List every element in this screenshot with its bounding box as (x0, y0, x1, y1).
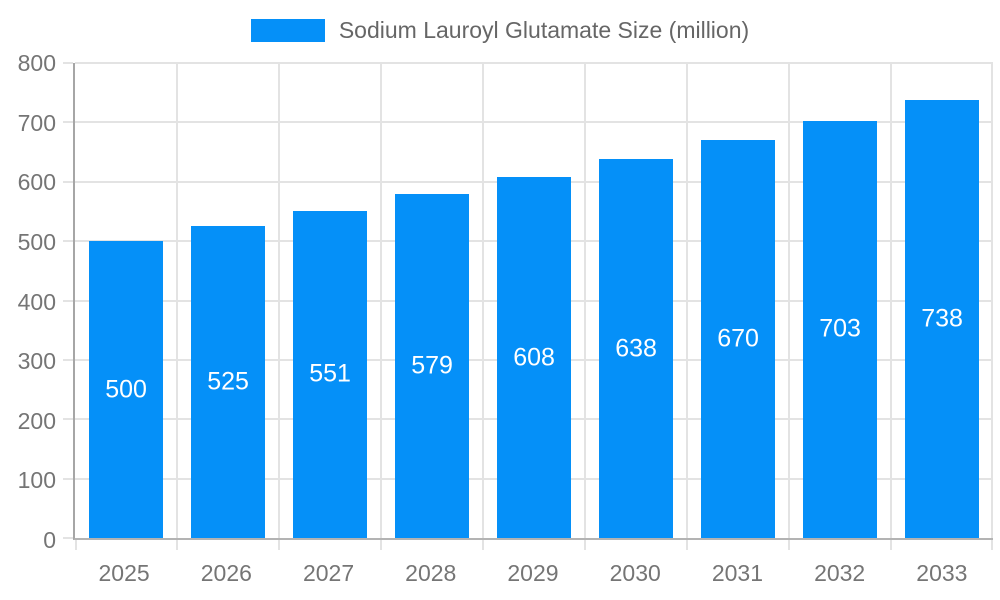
gridline-vertical (277, 63, 280, 538)
x-axis-tick (788, 540, 790, 550)
y-axis-label: 100 (17, 467, 56, 494)
gridline-vertical (685, 63, 688, 538)
y-axis-label: 600 (17, 169, 56, 196)
bar-value-label: 670 (717, 324, 759, 353)
x-axis-tick (481, 540, 484, 550)
bar[interactable]: 638 (599, 159, 673, 538)
x-axis-tick (685, 540, 688, 550)
x-axis-tick (584, 540, 586, 550)
x-axis-label: 2027 (302, 560, 355, 586)
x-axis-label: 2032 (814, 560, 866, 586)
y-axis-label: 0 (43, 527, 56, 553)
y-axis-label: 500 (17, 228, 56, 255)
y-axis-label: 800 (17, 50, 56, 76)
legend-item[interactable]: Sodium Lauroyl Glutamate Size (million) (0, 17, 1000, 44)
bar[interactable]: 738 (905, 99, 979, 538)
x-axis-label: 2026 (200, 560, 252, 586)
gridline-horizontal (75, 62, 993, 64)
bar-value-label: 551 (309, 359, 351, 388)
gridline-vertical (379, 63, 382, 538)
y-axis-tick (63, 299, 73, 302)
legend-swatch (250, 19, 325, 42)
y-axis-label: 400 (17, 288, 56, 315)
x-axis-tick (379, 540, 382, 550)
y-axis-tick (63, 537, 73, 539)
x-axis-label: 2033 (916, 560, 968, 586)
y-axis-tick (63, 62, 73, 64)
bar[interactable]: 579 (395, 194, 469, 538)
bar-value-label: 608 (513, 343, 555, 371)
bar-value-label: 579 (411, 351, 453, 380)
y-axis-tick (63, 121, 73, 124)
x-axis-tick (75, 540, 77, 550)
bar-value-label: 703 (819, 314, 861, 343)
gridline-vertical (584, 63, 586, 538)
y-axis-label: 200 (17, 407, 56, 434)
y-axis-tick (63, 358, 73, 361)
bar[interactable]: 500 (89, 241, 163, 538)
bar[interactable]: 670 (701, 140, 775, 538)
legend-label: Sodium Lauroyl Glutamate Size (million) (338, 17, 750, 43)
x-axis-label: 2031 (711, 560, 764, 586)
gridline-vertical (889, 63, 892, 538)
bar[interactable]: 703 (803, 120, 877, 538)
x-axis-label: 2028 (405, 560, 457, 586)
y-axis-tick (63, 240, 73, 243)
x-axis-label: 2030 (609, 560, 661, 586)
bar-value-label: 738 (921, 304, 963, 333)
gridline-vertical (481, 63, 484, 538)
y-axis-label: 300 (17, 348, 56, 375)
x-axis-tick (277, 540, 280, 550)
y-axis-tick (63, 477, 73, 480)
x-axis-tick (175, 540, 178, 550)
gridline-horizontal (75, 121, 993, 124)
plot-area: 500 525 551 579 608 638 670 703 738 (63, 62, 993, 550)
x-axis-label: 2025 (98, 560, 150, 586)
x-axis-tick (991, 540, 993, 550)
bar-value-label: 500 (105, 375, 147, 404)
gridline-vertical (991, 63, 993, 538)
gridline-vertical (788, 63, 790, 538)
x-axis-label: 2029 (507, 560, 559, 586)
y-axis-label: 700 (17, 109, 56, 136)
gridline-vertical (175, 63, 178, 538)
bar[interactable]: 608 (497, 177, 571, 538)
bar-value-label: 525 (207, 367, 249, 396)
bar-value-label: 638 (615, 334, 657, 363)
x-axis-tick (889, 540, 892, 550)
y-axis-tick (63, 418, 73, 421)
bar[interactable]: 551 (293, 210, 367, 538)
bar[interactable]: 525 (191, 226, 265, 538)
y-axis-tick (63, 180, 73, 183)
